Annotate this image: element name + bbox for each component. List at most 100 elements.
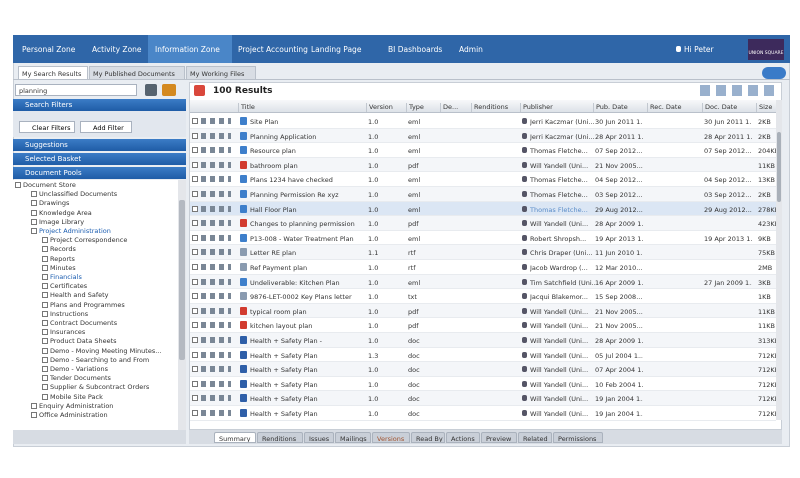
tree-item[interactable]: Unclassified Documents (39, 190, 118, 199)
column-header[interactable]: Pub. Date (593, 103, 645, 112)
row-actions[interactable] (201, 147, 231, 154)
tree-item[interactable]: Certificates (50, 282, 88, 291)
row-actions[interactable] (201, 220, 231, 227)
result-row[interactable] (190, 362, 776, 377)
tree-checkbox[interactable] (42, 292, 48, 299)
result-row[interactable] (190, 303, 776, 319)
tree-checkbox[interactable] (42, 329, 48, 336)
row-checkbox[interactable] (192, 264, 198, 270)
row-checkbox[interactable] (192, 307, 198, 314)
tree-checkbox[interactable] (42, 366, 48, 372)
tree-item[interactable]: Image Library (39, 217, 85, 226)
row-checkbox[interactable] (192, 395, 198, 402)
row-actions[interactable] (201, 337, 231, 343)
tree-checkbox[interactable] (31, 191, 37, 198)
row-actions[interactable] (201, 191, 231, 197)
result-row[interactable] (190, 376, 776, 392)
detail-tab[interactable]: Permissions (553, 432, 603, 443)
row-actions[interactable] (201, 278, 231, 285)
result-row[interactable] (190, 347, 776, 363)
row-actions[interactable] (201, 264, 231, 270)
tree-checkbox[interactable] (42, 301, 48, 308)
tree-item[interactable]: Insurances (50, 328, 86, 337)
row-actions[interactable] (201, 205, 231, 212)
column-header[interactable]: De... (440, 103, 468, 112)
row-checkbox[interactable] (192, 205, 198, 212)
tree-checkbox[interactable] (42, 264, 48, 271)
row-checkbox[interactable] (192, 176, 198, 183)
nav-item[interactable]: Project Accounting (238, 45, 308, 54)
result-row[interactable] (190, 333, 776, 348)
column-header[interactable]: Renditions (471, 103, 517, 112)
tree-item[interactable]: Health and Safety (50, 291, 109, 300)
tree-item[interactable]: Drawings (39, 199, 70, 208)
nav-item[interactable]: Admin (459, 45, 483, 54)
detail-tab[interactable]: Preview (481, 432, 517, 443)
row-actions[interactable] (201, 118, 231, 124)
detail-tab[interactable]: Summary (214, 432, 256, 443)
tree-checkbox[interactable] (42, 320, 48, 326)
row-actions[interactable] (201, 249, 231, 256)
detail-tab[interactable]: Read By (411, 432, 445, 443)
search-box[interactable]: planning (15, 84, 137, 96)
result-row[interactable] (190, 216, 776, 231)
tree-item[interactable]: Mobile Site Pack (50, 392, 103, 401)
row-checkbox[interactable] (192, 191, 198, 197)
column-header[interactable]: Rec. Date (647, 103, 699, 112)
tree-item[interactable]: Project Correspondence (50, 236, 128, 245)
row-actions[interactable] (201, 380, 231, 387)
tree-item[interactable]: Records (50, 245, 76, 254)
tree-checkbox[interactable] (31, 200, 37, 207)
result-row[interactable] (190, 201, 776, 217)
tree-checkbox[interactable] (42, 237, 48, 244)
row-checkbox[interactable] (192, 322, 198, 329)
column-header[interactable]: Publisher (520, 103, 590, 112)
tree-checkbox[interactable] (42, 338, 48, 345)
result-row[interactable] (190, 187, 776, 202)
search-button[interactable] (145, 84, 157, 96)
tree-item[interactable]: Plans and Programmes (50, 300, 125, 309)
result-row[interactable] (190, 245, 776, 260)
tree-checkbox[interactable] (42, 393, 48, 400)
column-header[interactable]: Version (366, 103, 404, 112)
tree-item[interactable]: Document Store (23, 181, 76, 189)
nav-item[interactable]: BI Dashboards (388, 45, 443, 54)
detail-tab[interactable]: Issues (304, 432, 334, 443)
tree-checkbox[interactable] (31, 228, 37, 234)
result-row[interactable] (190, 274, 776, 290)
row-checkbox[interactable] (192, 118, 198, 124)
nav-item[interactable]: Information Zone (155, 45, 220, 54)
row-actions[interactable] (201, 366, 231, 373)
sidebar-section[interactable]: Selected Basket (13, 153, 186, 165)
tree-checkbox[interactable] (42, 283, 48, 290)
tree-checkbox[interactable] (42, 356, 48, 363)
result-row[interactable] (190, 260, 776, 275)
nav-item[interactable]: Landing Page (311, 45, 362, 54)
tree-item[interactable]: Minutes (50, 263, 76, 272)
result-row[interactable] (190, 157, 776, 173)
tree-item[interactable]: Supplier & Subcontract Orders (50, 383, 150, 392)
user-name[interactable]: Hi Peter (684, 45, 714, 54)
result-row[interactable] (190, 143, 776, 158)
column-header[interactable]: Doc. Date (702, 103, 754, 112)
tree-item[interactable]: Knowledge Area (39, 208, 92, 217)
tab[interactable]: My Working Files (186, 66, 256, 79)
tab[interactable]: My Search Results (18, 66, 88, 79)
filter-button[interactable]: Clear Filters (19, 121, 75, 133)
row-checkbox[interactable] (192, 249, 198, 256)
row-checkbox[interactable] (192, 366, 198, 373)
row-checkbox[interactable] (192, 132, 198, 139)
tree-item[interactable]: Instructions (50, 309, 89, 318)
row-checkbox[interactable] (192, 147, 198, 154)
tree-checkbox[interactable] (15, 182, 21, 188)
detail-tab[interactable]: Mailings (335, 432, 371, 443)
column-header[interactable]: Type (406, 103, 438, 112)
tree-item[interactable]: Demo - Moving Meeting Minutes... (50, 346, 162, 355)
tree-item[interactable]: Project Administration (39, 227, 111, 235)
tree-item[interactable]: Reports (50, 254, 75, 263)
row-actions[interactable] (201, 410, 231, 416)
row-actions[interactable] (201, 351, 231, 358)
row-actions[interactable] (201, 395, 231, 402)
result-row[interactable] (190, 289, 776, 304)
tree-checkbox[interactable] (31, 402, 37, 409)
